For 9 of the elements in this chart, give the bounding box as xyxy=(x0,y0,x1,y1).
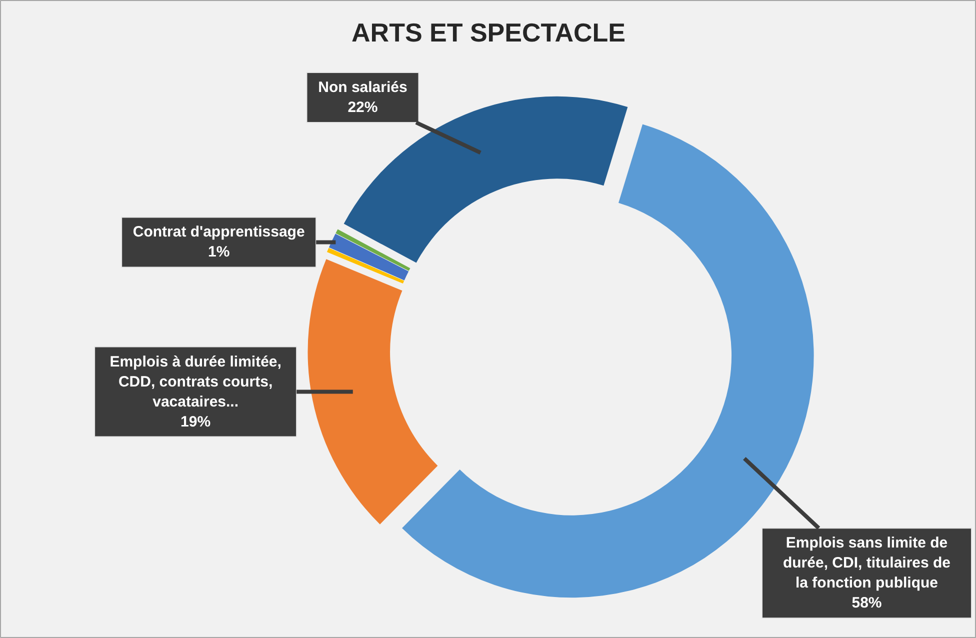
slice-label: Emplois sans limite de durée, CDI, titulaires de la fonction publique xyxy=(782,534,951,592)
chart-title: ARTS ET SPECTACLE xyxy=(352,18,626,48)
slice-label: Contrat d'apprentissage xyxy=(132,224,305,241)
data-label: 19% xyxy=(180,413,211,430)
data-label: 1% xyxy=(208,244,230,261)
slice-label: Non salariés xyxy=(318,79,408,96)
data-label: 22% xyxy=(348,99,378,116)
slice-label: Emplois à durée limitée, CDD, contrats courts, vacataires... xyxy=(110,353,282,410)
data-label: 58% xyxy=(852,594,882,612)
